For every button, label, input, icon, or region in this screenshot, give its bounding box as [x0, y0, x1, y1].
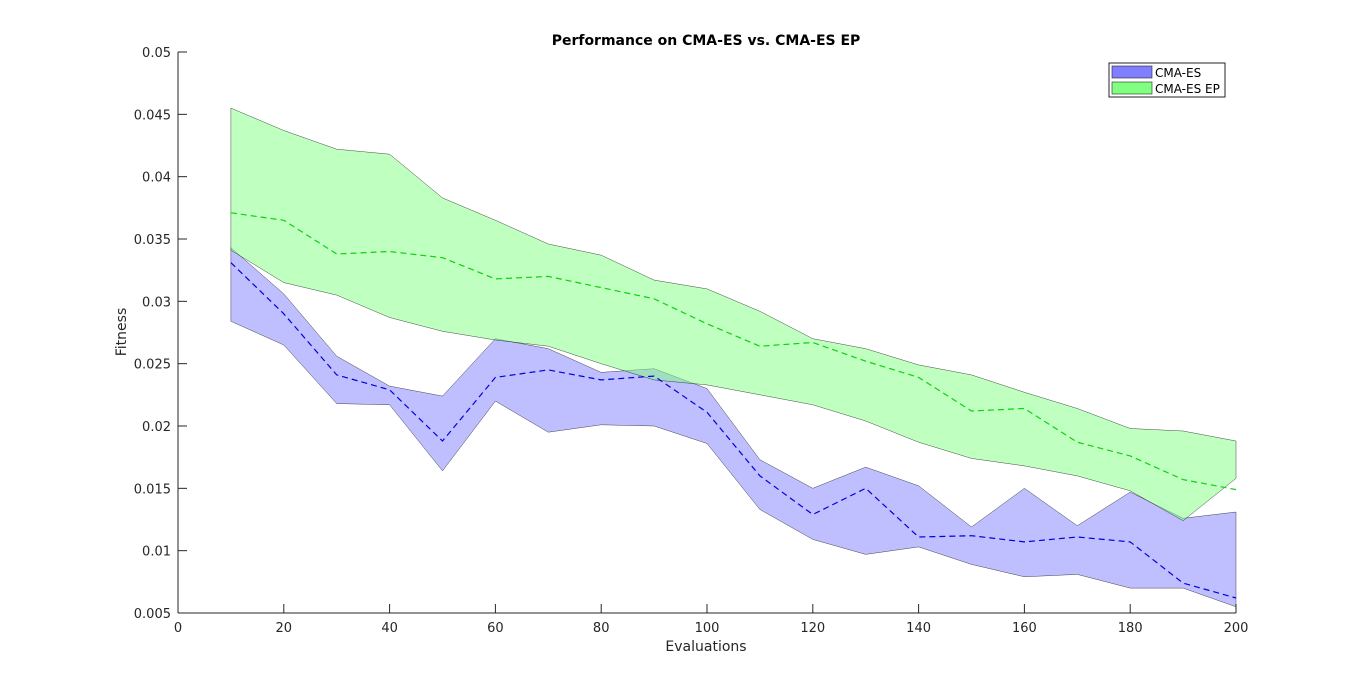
y-tick-label-7: 0.04 [142, 171, 171, 186]
axes: 0 20 40 60 80 100 120 140 160 180 200 0.005 0.01 0.01… [134, 46, 1249, 636]
y-tick-label-1: 0.01 [142, 545, 171, 560]
x-tick-label-2: 40 [381, 621, 398, 636]
legend-swatch-0 [1111, 65, 1153, 79]
legend: CMA-ES CMA-ES EP [1108, 62, 1226, 98]
x-tick-label-4: 80 [593, 621, 610, 636]
x-tick-label-5: 100 [695, 621, 720, 636]
mean-lines [230, 212, 1237, 599]
legend-label-0: CMA-ES [1155, 66, 1201, 80]
band-series-1 [230, 107, 1237, 522]
y-tick-label-8: 0.045 [134, 108, 171, 123]
y-tick-label-2: 0.015 [134, 482, 171, 497]
x-tick-label-9: 180 [1118, 621, 1143, 636]
y-tick-label-0: 0.005 [134, 607, 171, 622]
x-tick-label-10: 200 [1224, 621, 1249, 636]
x-axis-label: Evaluations [665, 639, 746, 655]
y-tick-label-4: 0.025 [134, 358, 171, 373]
x-tick-label-8: 160 [1012, 621, 1037, 636]
y-tick-label-6: 0.035 [134, 233, 171, 248]
mean-line-series-0 [230, 262, 1237, 599]
y-tick-label-5: 0.03 [142, 295, 171, 310]
y-tick-label-3: 0.02 [142, 420, 171, 435]
x-tick-label-1: 20 [276, 621, 293, 636]
y-tick-label-9: 0.05 [142, 46, 171, 61]
x-tick-label-3: 60 [487, 621, 504, 636]
legend-swatch-1 [1111, 81, 1153, 95]
legend-label-1: CMA-ES EP [1155, 82, 1220, 96]
chart-title: Performance on CMA-ES vs. CMA-ES EP [552, 33, 861, 49]
y-axis-label: Fitness [114, 308, 130, 357]
x-tick-label-6: 120 [800, 621, 825, 636]
x-tick-label-0: 0 [174, 621, 182, 636]
x-tick-label-7: 140 [906, 621, 931, 636]
